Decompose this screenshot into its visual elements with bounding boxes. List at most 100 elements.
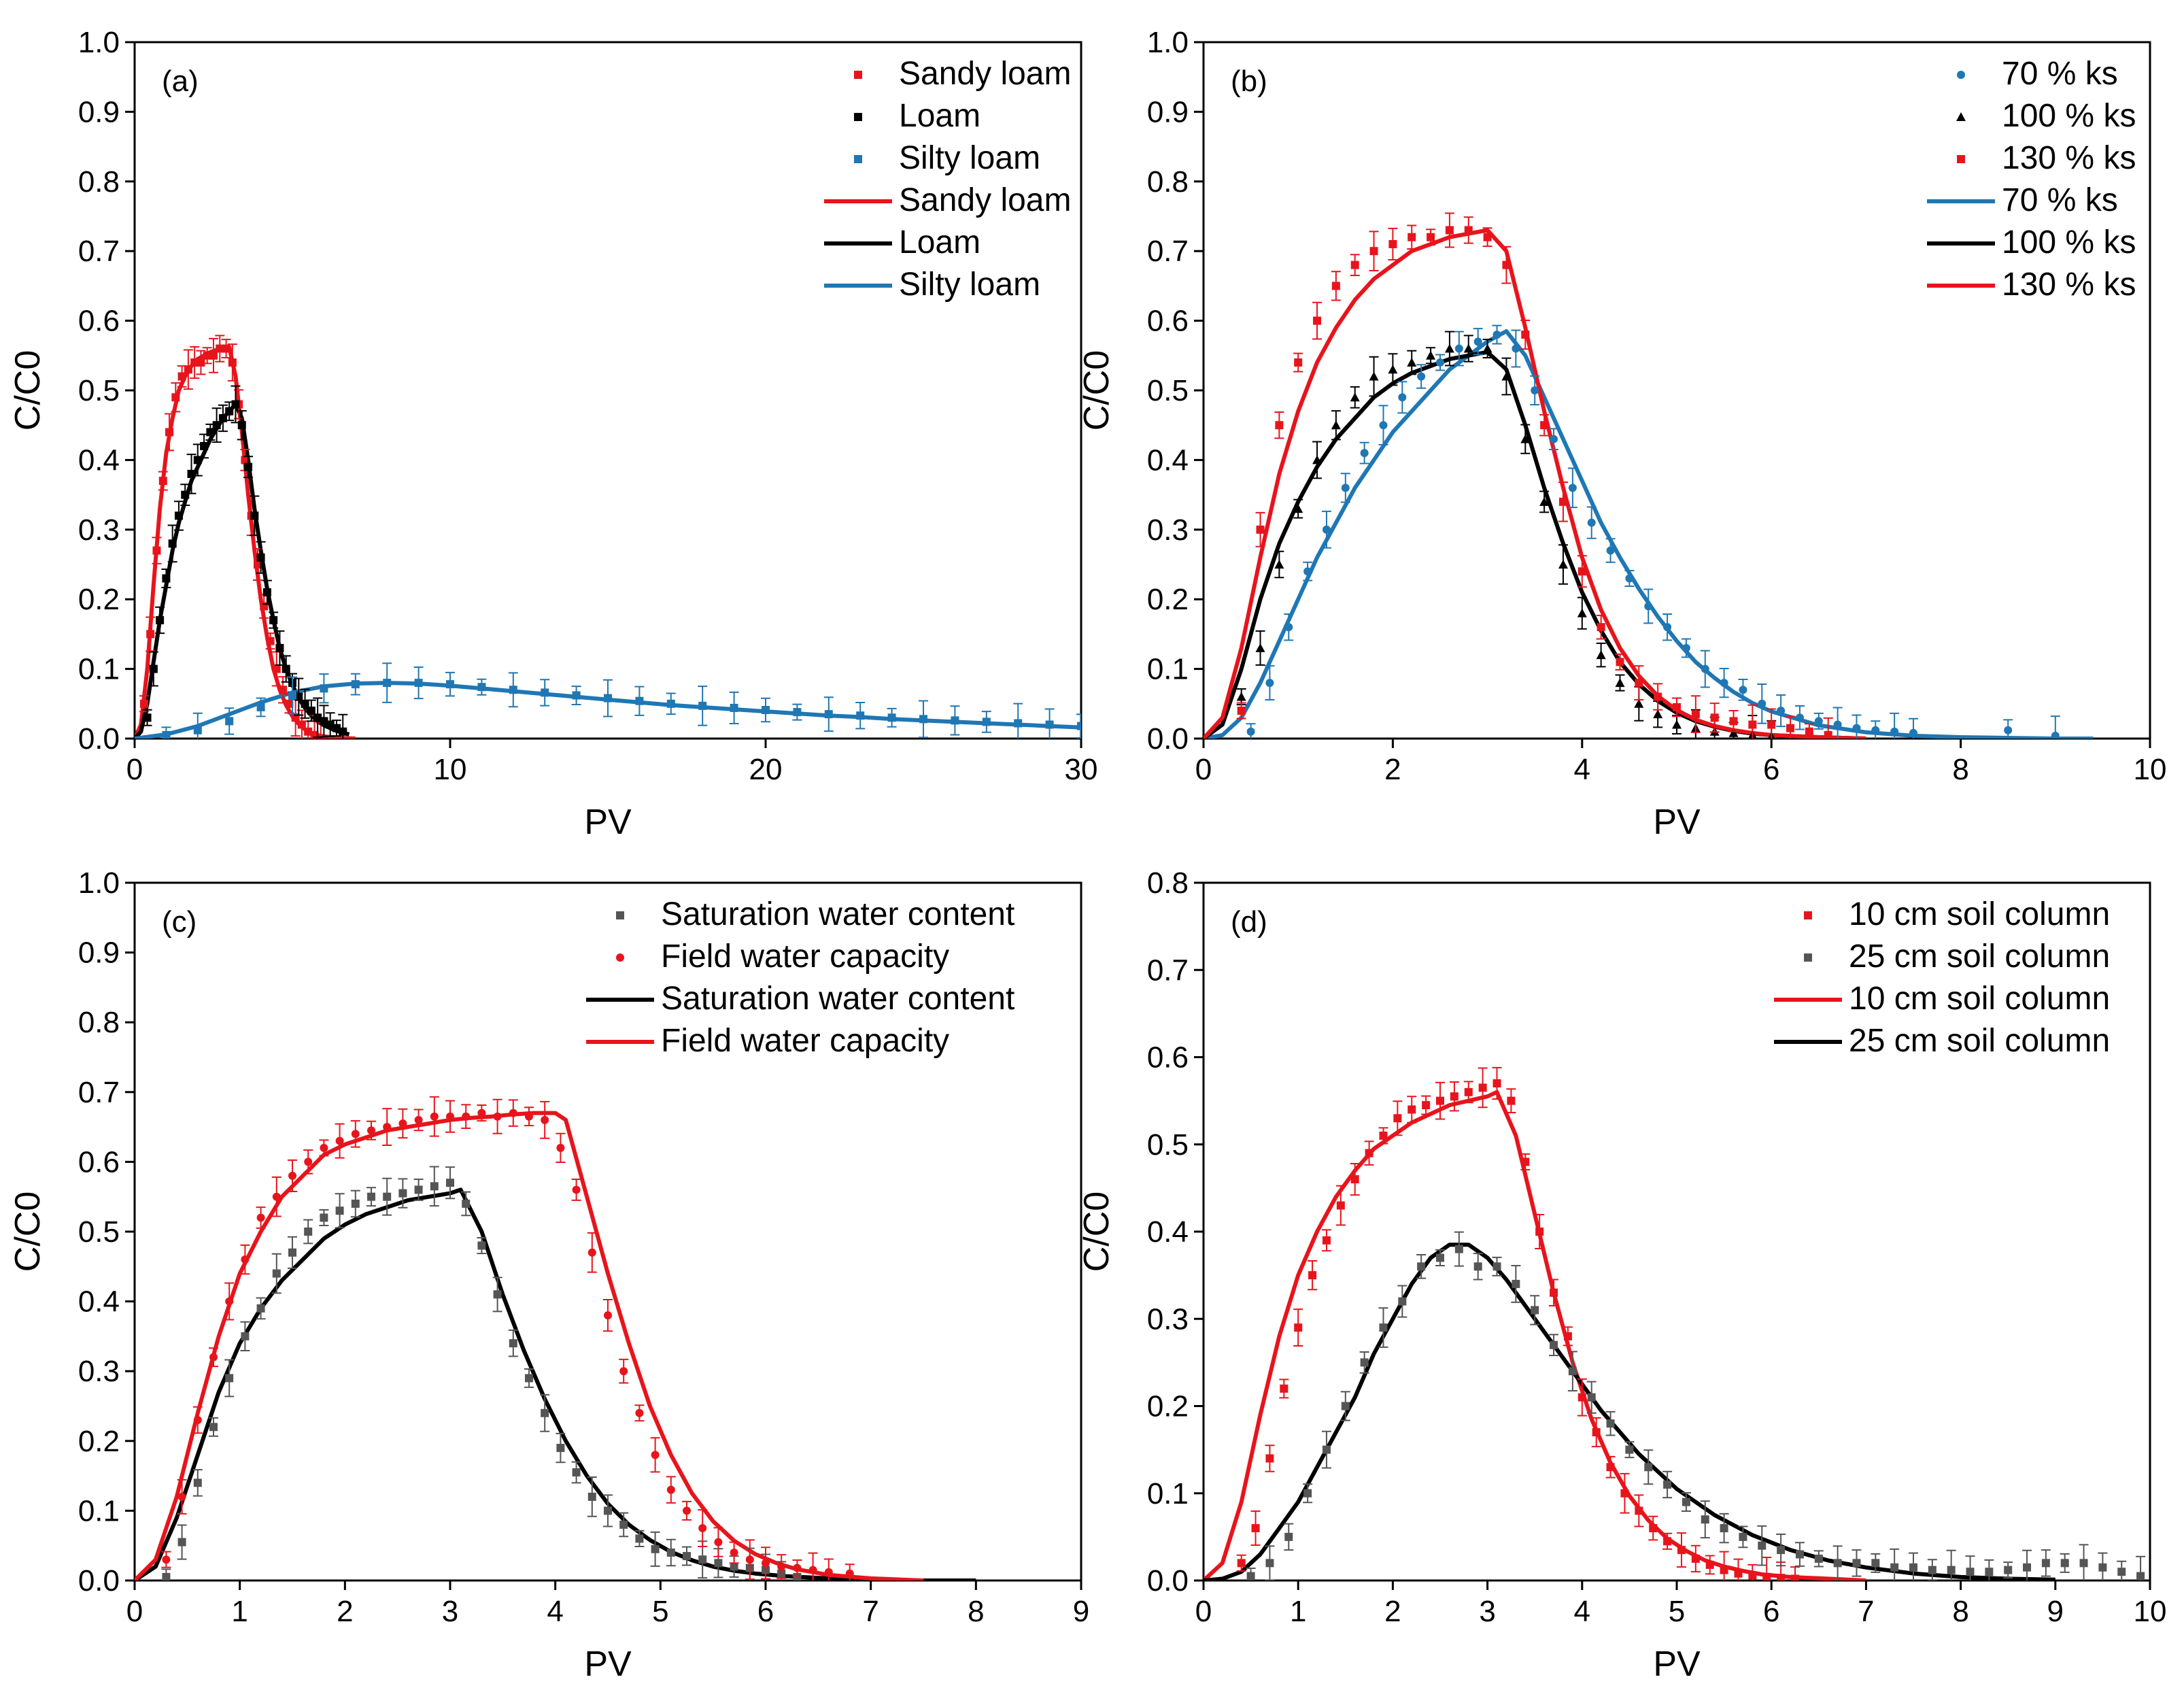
data-point-70-ks (1265, 679, 1274, 688)
y-tick-label: 0.8 (78, 165, 120, 199)
data-point-sandy-loam (165, 428, 174, 437)
data-point-saturation-water-content (556, 1444, 565, 1453)
data-point-25-cm-soil-column (1928, 1566, 1936, 1574)
x-tick-label: 4 (1574, 753, 1590, 786)
data-point-silty-loam (824, 710, 833, 719)
x-tick-label: 1 (1290, 1595, 1306, 1628)
data-point-silty-loam (762, 706, 770, 715)
data-point-field-water-capacity (683, 1506, 691, 1515)
data-point-field-water-capacity (745, 1555, 754, 1564)
data-point-130-ks (1691, 710, 1700, 719)
data-point-10-cm-soil-column (1265, 1454, 1274, 1463)
y-axis-title: C/C0 (8, 1191, 48, 1272)
data-point-saturation-water-content (683, 1552, 691, 1561)
data-point-sandy-loam (310, 730, 319, 739)
data-point-10-cm-soil-column (1464, 1087, 1473, 1096)
data-point-10-cm-soil-column (1550, 1288, 1558, 1297)
x-tick-label: 0 (1195, 753, 1212, 786)
data-point-saturation-water-content (541, 1408, 549, 1417)
data-point-130-ks (1616, 658, 1624, 666)
legend-label: Silty loam (899, 267, 1040, 303)
data-point-silty-loam (446, 680, 454, 689)
data-point-70-ks (1871, 726, 1880, 734)
data-point-100-ks (1388, 365, 1398, 374)
data-point-saturation-water-content (304, 1228, 313, 1236)
data-point-loam (237, 421, 246, 430)
data-point-field-water-capacity (604, 1311, 612, 1320)
data-point-loam (326, 720, 335, 729)
x-tick-label: 0 (1195, 1595, 1212, 1628)
data-point-field-water-capacity (666, 1485, 675, 1494)
data-point-silty-loam (793, 708, 802, 717)
data-point-saturation-water-content (335, 1206, 344, 1215)
data-point-25-cm-soil-column (1644, 1463, 1653, 1472)
fitted-line-saturation-water-content (135, 1187, 976, 1581)
data-point-silty-loam (477, 683, 486, 692)
y-tick-label: 0.4 (1147, 443, 1189, 477)
y-tick-label: 0.4 (78, 1285, 120, 1319)
x-axis-title: PV (1653, 802, 1701, 842)
y-tick-label: 0.3 (78, 1355, 120, 1388)
data-point-10-cm-soil-column (1635, 1506, 1643, 1515)
data-point-field-water-capacity (477, 1109, 486, 1117)
data-point-100-ks (1482, 343, 1492, 353)
data-point-field-water-capacity (493, 1112, 502, 1121)
y-tick-label: 0.1 (1147, 1477, 1189, 1510)
data-point-70-ks (1625, 574, 1634, 583)
fitted-line-sandy-loam (135, 345, 356, 739)
data-point-silty-loam (193, 726, 202, 734)
data-point-loam (281, 664, 290, 673)
data-point-field-water-capacity (525, 1112, 533, 1121)
data-point-saturation-water-content (193, 1478, 202, 1487)
data-point-10-cm-soil-column (1777, 1574, 1786, 1581)
data-point-25-cm-soil-column (1890, 1563, 1899, 1572)
data-point-loam (156, 615, 165, 624)
data-point-sandy-loam (253, 560, 262, 569)
data-point-25-cm-soil-column (2136, 1572, 2145, 1581)
data-point-field-water-capacity (777, 1562, 786, 1571)
data-point-25-cm-soil-column (1550, 1340, 1558, 1349)
data-point-saturation-water-content (493, 1290, 502, 1299)
data-point-loam (187, 469, 196, 478)
data-point-10-cm-soil-column (1422, 1101, 1431, 1110)
legend-marker (1956, 112, 1966, 121)
data-point-saturation-water-content (587, 1492, 596, 1501)
y-tick-label: 0.3 (1147, 513, 1189, 547)
data-point-25-cm-soil-column (2004, 1566, 2013, 1574)
data-point-field-water-capacity (398, 1119, 407, 1128)
data-point-70-ks (1568, 484, 1577, 492)
y-tick-label: 0.1 (78, 653, 120, 686)
data-point-100-ks (1653, 709, 1663, 719)
y-tick-label: 0.0 (78, 722, 120, 756)
data-point-25-cm-soil-column (1966, 1568, 1975, 1576)
data-point-saturation-water-content (619, 1520, 628, 1529)
data-point-10-cm-soil-column (1492, 1079, 1501, 1087)
data-point-10-cm-soil-column (1393, 1114, 1402, 1123)
data-point-10-cm-soil-column (1322, 1236, 1331, 1245)
data-point-silty-loam (730, 703, 738, 712)
x-tick-label: 30 (1065, 753, 1098, 786)
data-point-25-cm-soil-column (1322, 1445, 1331, 1454)
data-point-silty-loam (919, 715, 927, 724)
data-point-saturation-water-content (430, 1182, 439, 1191)
data-point-25-cm-soil-column (1379, 1323, 1388, 1332)
data-point-10-cm-soil-column (1791, 1574, 1799, 1581)
data-point-field-water-capacity (556, 1143, 565, 1152)
data-point-70-ks (1852, 724, 1861, 732)
data-point-loam (174, 511, 183, 520)
data-point-saturation-water-content (414, 1185, 423, 1194)
data-point-25-cm-soil-column (1473, 1262, 1482, 1271)
data-point-25-cm-soil-column (1436, 1253, 1444, 1262)
data-point-saturation-water-content (730, 1562, 738, 1571)
data-point-loam (262, 588, 271, 596)
data-point-25-cm-soil-column (1852, 1559, 1861, 1568)
data-point-loam (250, 511, 259, 520)
data-point-saturation-water-content (635, 1534, 644, 1543)
data-point-sandy-loam (171, 393, 180, 402)
data-point-field-water-capacity (367, 1126, 375, 1135)
data-point-10-cm-soil-column (1663, 1537, 1672, 1546)
data-point-25-cm-soil-column (1265, 1559, 1274, 1568)
data-point-25-cm-soil-column (1341, 1402, 1350, 1410)
data-point-100-ks (1274, 560, 1284, 569)
data-point-10-cm-soil-column (1720, 1566, 1728, 1574)
